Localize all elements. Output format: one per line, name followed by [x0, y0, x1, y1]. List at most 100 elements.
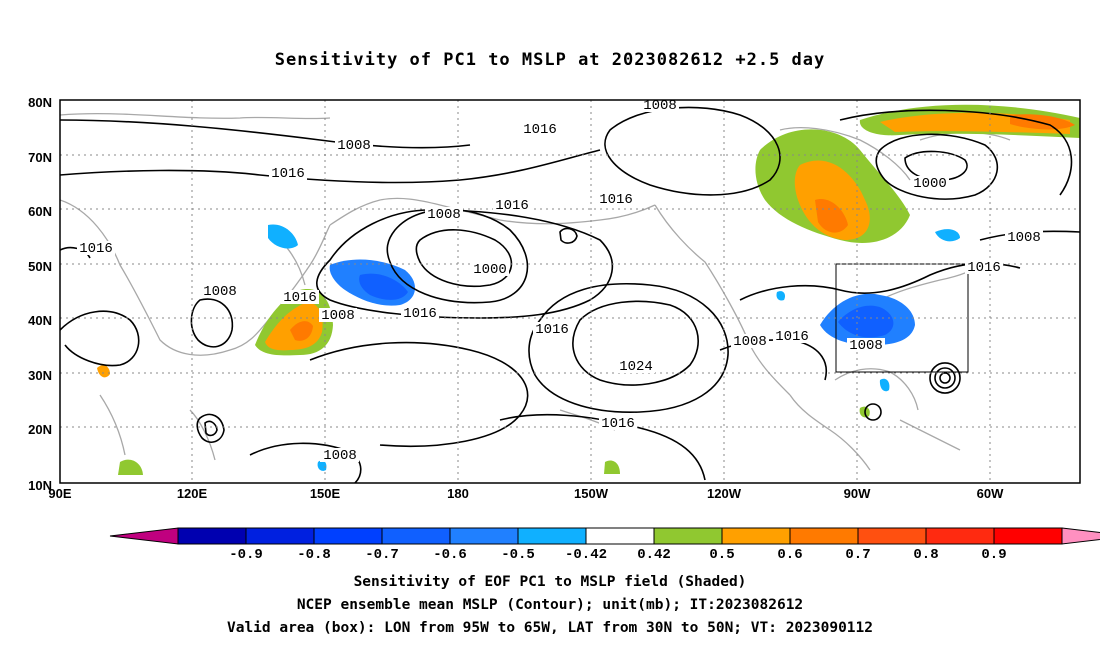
contour-label-bg [493, 198, 531, 212]
colorbar-labels: -0.9 -0.8 -0.7 -0.6 -0.5 -0.42 0.42 0.5 0.6 0.7 0.… [229, 547, 1006, 563]
contour-label: 1016 [775, 329, 809, 345]
contour-label-bg [269, 166, 307, 180]
lon-tick-label: 180 [447, 486, 469, 501]
plot-title: Sensitivity of PC1 to MSLP at 2023082612… [274, 50, 826, 70]
lat-tick-label: 80N [28, 95, 52, 110]
colorbar-segment [857, 527, 927, 545]
lon-tick-label: 150E [310, 486, 341, 501]
contour-label: 1008 [643, 98, 677, 114]
colorbar [109, 527, 1100, 545]
contour-label-bg [321, 448, 359, 462]
contour-labels: 1008100810161016100810161016100810001000… [77, 98, 1043, 464]
coastlines [60, 112, 1011, 471]
colorbar-high-arrow [1061, 527, 1100, 545]
contour-label-bg [847, 338, 885, 352]
lat-tick-label: 60N [28, 204, 52, 219]
contour-label: 1016 [599, 192, 633, 208]
contour-label: 1008 [321, 308, 355, 324]
contour-label-bg [1005, 230, 1043, 244]
contour-label: 1016 [523, 122, 557, 138]
lon-tick-label: 90W [844, 486, 871, 501]
lat-tick-label: 20N [28, 422, 52, 437]
colorbar-tick-label: -0.7 [365, 547, 399, 563]
contour-label-bg [201, 284, 239, 298]
contour-label-bg [471, 262, 509, 276]
contour-label: 1008 [427, 207, 461, 223]
lat-tick-label: 30N [28, 368, 52, 383]
contour-label-bg [965, 260, 1003, 274]
mslp-contours [60, 106, 1080, 483]
contour-label-bg [773, 329, 811, 343]
lat-tick-label: 50N [28, 259, 52, 274]
contour-label: 1000 [473, 262, 507, 278]
lon-tick-label: 120W [707, 486, 742, 501]
latitude-labels: 80N 70N 60N 50N 40N 30N 20N 10N [28, 95, 52, 493]
contour-label-bg [731, 334, 769, 348]
colorbar-tick-label: -0.5 [501, 547, 535, 563]
colorbar-tick-label: 0.5 [709, 547, 734, 563]
map-frame [59, 99, 1081, 484]
contour-label: 1008 [1007, 230, 1041, 246]
contour-label: 1016 [403, 306, 437, 322]
contour-label: 1008 [323, 448, 357, 464]
contour-label: 1016 [601, 416, 635, 432]
colorbar-segment [789, 527, 859, 545]
colorbar-segment [245, 527, 315, 545]
colorbar-segment [517, 527, 587, 545]
lon-tick-label: 90E [48, 486, 71, 501]
contour-label: 1016 [271, 166, 305, 182]
colorbar-segment [585, 527, 655, 545]
contour-label: 1000 [913, 176, 947, 192]
colorbar-segment [313, 527, 383, 545]
grid-lines [60, 100, 1080, 483]
colorbar-tick-label: 0.8 [913, 547, 938, 563]
colorbar-segment [653, 527, 723, 545]
contour-label-bg [597, 192, 635, 206]
contour-label: 1008 [849, 338, 883, 354]
colorbar-tick-label: -0.6 [433, 547, 467, 563]
contour-label-bg [911, 176, 949, 190]
contour-label-bg [521, 122, 559, 136]
contour-label-bg [617, 359, 655, 373]
lon-tick-label: 60W [977, 486, 1004, 501]
contour-label-bg [641, 100, 679, 112]
caption-line-1: Sensitivity of EOF PC1 to MSLP field (Sh… [353, 574, 747, 590]
contour-label: 1008 [337, 138, 371, 154]
contour-label: 1016 [79, 241, 113, 257]
colorbar-segment [721, 527, 791, 545]
colorbar-segment [925, 527, 995, 545]
contour-label-bg [77, 241, 115, 255]
colorbar-tick-label: -0.8 [297, 547, 331, 563]
colorbar-segment [381, 527, 451, 545]
lat-tick-label: 10N [28, 478, 52, 493]
colorbar-segment [449, 527, 519, 545]
caption-line-2: NCEP ensemble mean MSLP (Contour); unit(… [296, 597, 804, 613]
lon-tick-label: 120E [177, 486, 208, 501]
longitude-labels: 90E 120E 150E 180 150W 120W 90W 60W [48, 486, 1004, 501]
contour-label-bg [599, 416, 637, 430]
contour-label: 1016 [967, 260, 1001, 276]
contour-label-bg [533, 322, 571, 336]
contour-label-bg [401, 306, 439, 320]
colorbar-segment [993, 527, 1063, 545]
contour-label: 1008 [733, 334, 767, 350]
contour-label-bg [335, 138, 373, 152]
contour-label: 1024 [619, 359, 653, 375]
contour-label-bg [319, 308, 357, 322]
lon-tick-label: 150W [574, 486, 609, 501]
contour-label: 1016 [535, 322, 569, 338]
colorbar-tick-label: 0.42 [637, 547, 671, 563]
contour-label: 1008 [203, 284, 237, 300]
caption-line-3: Valid area (box): LON from 95W to 65W, L… [226, 620, 873, 636]
contour-label: 1016 [283, 290, 317, 306]
lat-tick-label: 40N [28, 313, 52, 328]
colorbar-tick-label: 0.7 [845, 547, 870, 563]
colorbar-tick-label: -0.42 [565, 547, 607, 563]
contour-label-bg [425, 207, 463, 221]
lat-tick-label: 70N [28, 150, 52, 165]
contour-label-bg [281, 290, 319, 304]
colorbar-tick-label: -0.9 [229, 547, 263, 563]
colorbar-segment [177, 527, 247, 545]
colorbar-tick-label: 0.9 [981, 547, 1006, 563]
